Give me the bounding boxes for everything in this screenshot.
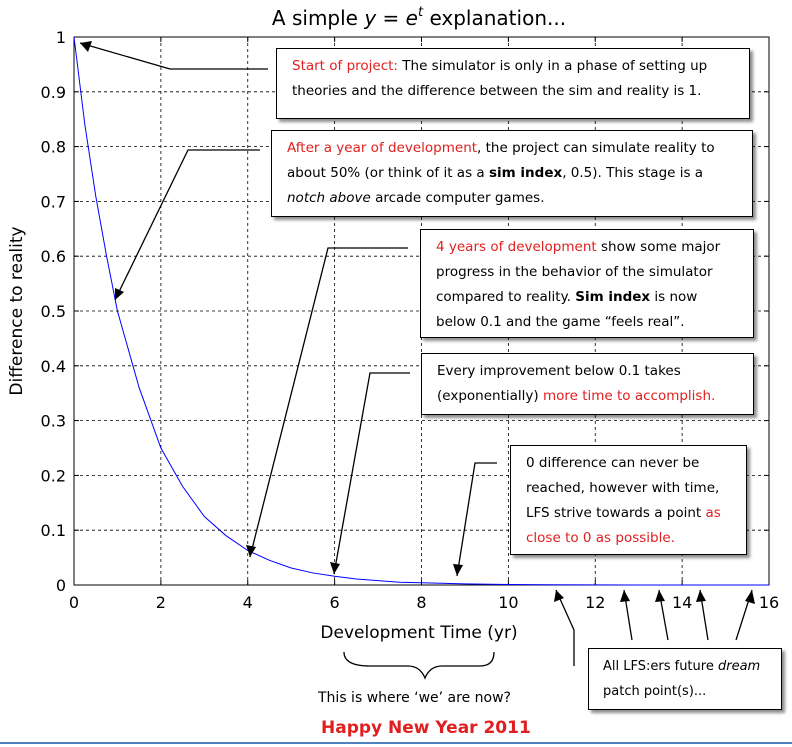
y-tick-label: 0.4 [41,357,66,376]
annotation-year: After a year of development, the project… [271,130,753,217]
annotation-future-t1: All LFS:ers future [603,659,718,674]
annotation-four-t1: show some major progress in the behavior… [436,239,721,305]
annotation-year-t3: arcade computer games. [370,190,545,206]
caption-where-we-are: This is where ‘we’ are now? [318,690,511,706]
x-tick-label: 4 [243,593,253,612]
x-tick-label: 8 [416,593,426,612]
annotation-year-italic: notch above [287,190,371,206]
x-tick-label: 6 [330,593,340,612]
chart-title: A simple y = et explanation... [272,5,566,30]
annotation-arrows [79,42,753,680]
annotation-year-t1: , the project can simulate reality to ab… [287,140,715,181]
annotation-improve-t1: Every improvement below 0.1 takes (expon… [437,363,681,404]
annotation-start-lead: Start of project: [292,58,398,74]
x-axis-label: Development Time (yr) [320,623,517,643]
caption-happy-new-year: Happy New Year 2011 [321,718,531,738]
y-tick-label: 0.2 [41,466,66,485]
y-tick-label: 0.7 [41,192,66,211]
x-tick-label: 14 [672,593,692,612]
x-tick-label: 10 [498,593,518,612]
y-tick-label: 0.9 [41,83,66,102]
annotation-future: All LFS:ers future dream patch point(s).… [588,648,782,710]
annotation-four-bold: Sim index [575,289,651,305]
x-tick-label: 16 [759,593,779,612]
y-tick-label: 0 [56,576,66,595]
series-line [73,36,770,586]
x-tick-label: 0 [69,593,79,612]
annotation-four-t2: is now below 0.1 and the game “feels rea… [436,289,698,330]
annotation-future-t2: patch point(s)... [603,684,707,699]
annotation-zero-red: as close to 0 as possible. [526,505,721,546]
annotation-zero-t1: 0 difference can never be reached, howev… [526,455,720,521]
annotation-year-bold: sim index [488,165,563,181]
annotation-start: Start of project: The simulator is only … [276,48,750,119]
x-tick-label: 2 [156,593,166,612]
annotation-future-italic: dream [717,659,761,674]
annotation-year-t2: , 0.5). This stage is a [562,165,704,181]
annotation-four-lead: 4 years of development [436,239,597,255]
bottom-rule [0,742,792,744]
y-tick-label: 1 [56,28,66,47]
annotation-four-years: 4 years of development show some major p… [420,229,754,338]
y-tick-label: 0.6 [41,247,66,266]
annotation-year-lead: After a year of development [287,140,478,156]
y-tick-label: 0.1 [41,521,66,540]
annotation-improve-red: more time to accomplish. [542,388,716,404]
annotation-start-text: The simulator is only in a phase of sett… [292,58,708,99]
y-tick-label: 0.3 [41,412,66,431]
annotation-improvement: Every improvement below 0.1 takes (expon… [421,353,754,415]
y-tick-label: 0.8 [41,138,66,157]
y-tick-label: 0.5 [41,302,66,321]
annotation-zero: 0 difference can never be reached, howev… [510,445,747,555]
y-axis-label: Difference to reality [7,226,27,395]
arrowheads [80,41,755,604]
x-tick-label: 12 [585,593,605,612]
